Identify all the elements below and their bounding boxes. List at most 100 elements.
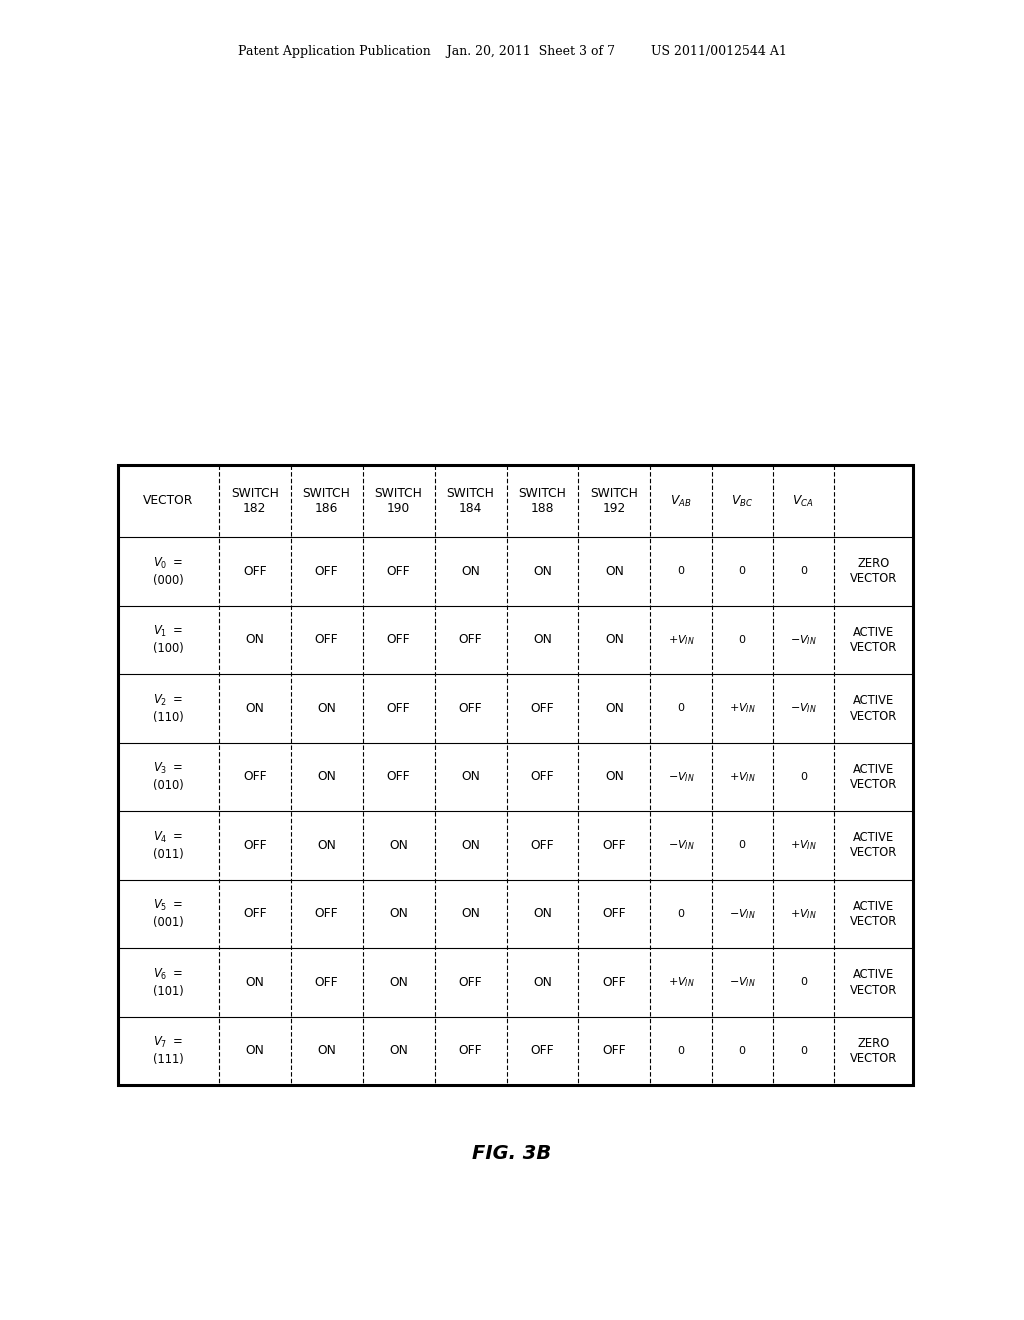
Text: 0: 0 [800,566,807,577]
Text: OFF: OFF [530,838,554,851]
Text: VECTOR: VECTOR [143,495,194,507]
Text: 0: 0 [678,566,684,577]
Text: $−V_{IN}$: $−V_{IN}$ [668,838,694,853]
Text: $−V_{IN}$: $−V_{IN}$ [668,770,694,784]
Text: ON: ON [461,771,480,783]
Bar [118,465,913,1085]
Text: ON: ON [389,1044,408,1057]
Text: OFF: OFF [387,634,411,647]
Text: OFF: OFF [314,907,339,920]
Text: $V_3\ =$
(010): $V_3\ =$ (010) [153,762,183,792]
Text: OFF: OFF [387,771,411,783]
Text: ZERO
VECTOR: ZERO VECTOR [850,557,897,586]
Text: ON: ON [461,565,480,578]
Text: FIG. 3B: FIG. 3B [472,1143,552,1163]
Text: 0: 0 [678,704,684,713]
Text: 0: 0 [738,566,745,577]
Text: SWITCH
182: SWITCH 182 [230,487,279,515]
Text: SWITCH
186: SWITCH 186 [303,487,350,515]
Text: 0: 0 [738,841,745,850]
Text: ON: ON [534,565,552,578]
Text: SWITCH
192: SWITCH 192 [591,487,638,515]
Text: OFF: OFF [530,771,554,783]
Text: OFF: OFF [314,975,339,989]
Text: $V_{CA}$: $V_{CA}$ [793,494,814,508]
Text: 0: 0 [800,977,807,987]
Text: OFF: OFF [602,838,627,851]
Text: ON: ON [317,771,336,783]
Text: ACTIVE
VECTOR: ACTIVE VECTOR [850,763,897,791]
Text: ON: ON [246,702,264,714]
Text: ON: ON [461,907,480,920]
Text: $+V_{IN}$: $+V_{IN}$ [668,632,694,647]
Text: ON: ON [534,634,552,647]
Text: ON: ON [317,1044,336,1057]
Text: $V_1\ =$
(100): $V_1\ =$ (100) [153,624,183,655]
Text: OFF: OFF [243,907,266,920]
Text: ON: ON [317,702,336,714]
Text: SWITCH
188: SWITCH 188 [518,487,566,515]
Text: $+V_{IN}$: $+V_{IN}$ [668,975,694,989]
Text: OFF: OFF [530,1044,554,1057]
Text: OFF: OFF [387,702,411,714]
Text: SWITCH
190: SWITCH 190 [375,487,423,515]
Text: ACTIVE
VECTOR: ACTIVE VECTOR [850,899,897,928]
Text: ON: ON [605,771,624,783]
Text: ON: ON [605,565,624,578]
Text: ON: ON [246,634,264,647]
Text: ON: ON [605,634,624,647]
Text: ON: ON [461,838,480,851]
Text: OFF: OFF [314,634,339,647]
Text: OFF: OFF [459,1044,482,1057]
Text: 0: 0 [678,1045,684,1056]
Text: $−V_{IN}$: $−V_{IN}$ [790,701,817,715]
Text: OFF: OFF [314,565,339,578]
Text: OFF: OFF [459,975,482,989]
Text: OFF: OFF [387,565,411,578]
Text: 0: 0 [678,908,684,919]
Text: ON: ON [317,838,336,851]
Text: OFF: OFF [459,634,482,647]
Text: $−V_{IN}$: $−V_{IN}$ [729,907,756,920]
Text: ACTIVE
VECTOR: ACTIVE VECTOR [850,694,897,722]
Text: ON: ON [605,702,624,714]
Text: $−V_{IN}$: $−V_{IN}$ [729,975,756,989]
Text: ZERO
VECTOR: ZERO VECTOR [850,1036,897,1065]
Text: OFF: OFF [243,565,266,578]
Text: SWITCH
184: SWITCH 184 [446,487,495,515]
Text: ON: ON [246,975,264,989]
Text: $V_{AB}$: $V_{AB}$ [670,494,692,508]
Text: OFF: OFF [243,838,266,851]
Text: $V_4\ =$
(011): $V_4\ =$ (011) [153,830,183,861]
Text: OFF: OFF [602,907,627,920]
Text: $V_{BC}$: $V_{BC}$ [731,494,754,508]
Text: ON: ON [389,907,408,920]
Text: $V_6\ =$
(101): $V_6\ =$ (101) [153,966,183,998]
Text: OFF: OFF [602,975,627,989]
Text: ON: ON [534,907,552,920]
Text: ACTIVE
VECTOR: ACTIVE VECTOR [850,626,897,653]
Text: $−V_{IN}$: $−V_{IN}$ [790,632,817,647]
Text: ON: ON [389,975,408,989]
Text: OFF: OFF [530,702,554,714]
Text: $V_2\ =$
(110): $V_2\ =$ (110) [153,693,183,723]
Text: $+V_{IN}$: $+V_{IN}$ [729,770,756,784]
Text: $+V_{IN}$: $+V_{IN}$ [790,907,817,920]
Text: 0: 0 [738,635,745,644]
Text: ON: ON [246,1044,264,1057]
Text: ACTIVE
VECTOR: ACTIVE VECTOR [850,968,897,997]
Text: OFF: OFF [459,702,482,714]
Text: OFF: OFF [243,771,266,783]
Text: OFF: OFF [602,1044,627,1057]
Text: ON: ON [389,838,408,851]
Text: Patent Application Publication    Jan. 20, 2011  Sheet 3 of 7         US 2011/00: Patent Application Publication Jan. 20, … [238,45,786,58]
Text: ON: ON [534,975,552,989]
Text: $V_7\ =$
(111): $V_7\ =$ (111) [153,1035,183,1067]
Text: $+V_{IN}$: $+V_{IN}$ [790,838,817,853]
Text: 0: 0 [738,1045,745,1056]
Text: 0: 0 [800,772,807,781]
Text: $V_5\ =$
(001): $V_5\ =$ (001) [153,898,183,929]
Text: $+V_{IN}$: $+V_{IN}$ [729,701,756,715]
Text: ACTIVE
VECTOR: ACTIVE VECTOR [850,832,897,859]
Text: $V_0\ =$
(000): $V_0\ =$ (000) [153,556,183,587]
